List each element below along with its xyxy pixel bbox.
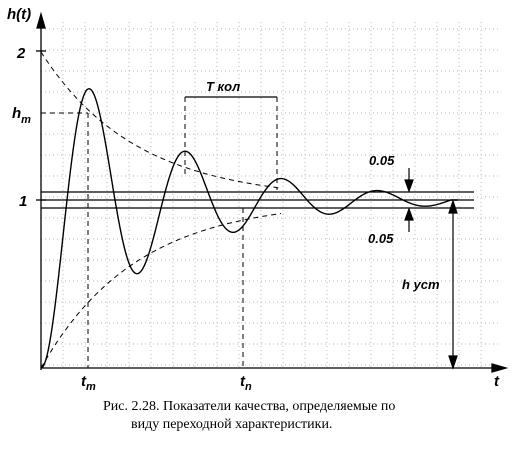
lower-tolerance-label: 0.05	[368, 231, 394, 246]
transient-response-curve	[40, 87, 458, 369]
background-grid	[41, 22, 500, 368]
caption-line-1: Рис. 2.28. Показатели качества, определя…	[103, 399, 396, 414]
construction-lines	[41, 97, 278, 368]
steady-state-arrow	[448, 199, 458, 370]
lower-envelope-curve	[40, 213, 282, 369]
tolerance-arrow-down	[404, 179, 414, 193]
hm-label: hm	[12, 105, 31, 126]
tolerance-arrows	[404, 168, 414, 232]
y-tick-2-label: 2	[16, 45, 26, 62]
steady-state-label: h уст	[402, 277, 440, 292]
axes	[36, 11, 509, 373]
upper-envelope-curve	[40, 51, 282, 189]
period-label: T кол	[206, 79, 240, 94]
x-axis-label: t	[494, 373, 500, 390]
caption-line-2: виду переходной характеристики.	[131, 417, 333, 432]
tolerance-arrow-up	[404, 207, 414, 221]
tm-label: tm	[81, 373, 96, 393]
tn-label: tn	[240, 373, 252, 393]
x-axis-arrow	[491, 363, 509, 373]
upper-tolerance-label: 0.05	[369, 153, 395, 168]
y-tick-1-label: 1	[19, 193, 27, 210]
tolerance-band	[41, 191, 474, 209]
y-axis-arrow	[36, 11, 46, 29]
y-axis-label: h(t)	[7, 6, 31, 23]
